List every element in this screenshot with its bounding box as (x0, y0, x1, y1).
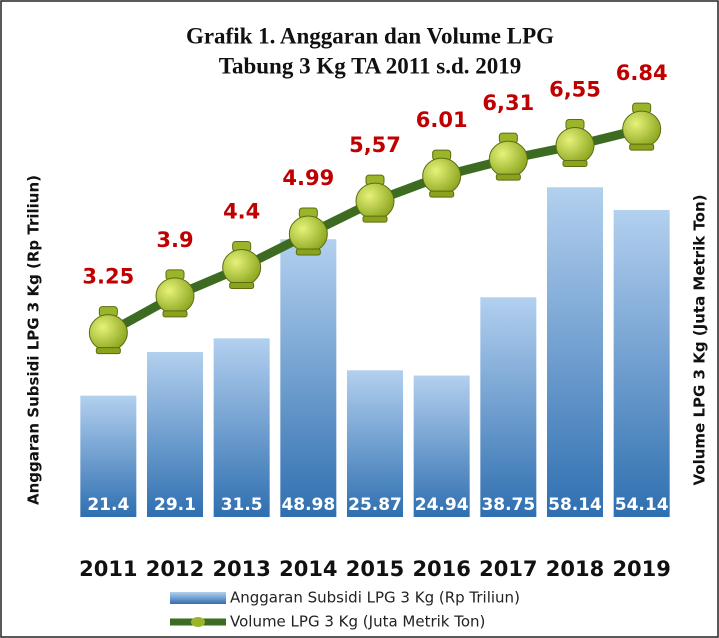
cylinder-body (623, 111, 661, 147)
cylinder-base (163, 311, 187, 317)
x-tick-label: 2011 (79, 557, 137, 581)
cylinder-base (363, 216, 387, 222)
legend-label: Volume LPG 3 Kg (Juta Metrik Ton) (230, 613, 485, 631)
cylinder-base (630, 144, 654, 150)
bar (547, 187, 603, 517)
bar-value-label: 31.5 (221, 495, 263, 515)
cylinder-body (89, 315, 127, 351)
line-value-label: 4.4 (223, 199, 260, 223)
chart-title: Grafik 1. Anggaran dan Volume LPG (186, 23, 554, 48)
line-value-label: 6.01 (416, 108, 468, 132)
legend-label: Anggaran Subsidi LPG 3 Kg (Rp Triliun) (230, 589, 520, 607)
x-tick-label: 2018 (546, 557, 604, 581)
bar-value-label: 29.1 (154, 495, 196, 515)
cylinder-body (423, 158, 461, 194)
line-value-label: 5,57 (349, 133, 401, 157)
bar-value-label: 38.75 (481, 495, 535, 515)
line-value-label: 4.99 (282, 166, 334, 190)
bar (614, 210, 670, 517)
x-tick-label: 2015 (346, 557, 404, 581)
line-value-label: 3.25 (82, 265, 134, 289)
line-value-label: 6,55 (549, 78, 601, 102)
cylinder-body (289, 216, 327, 252)
bar (214, 338, 270, 517)
line-value-label: 6.84 (616, 61, 668, 85)
line-value-label: 3.9 (156, 228, 193, 252)
bar-value-label: 54.14 (615, 495, 669, 515)
bar-value-label: 58.14 (548, 495, 602, 515)
cylinder-base (563, 161, 587, 167)
x-tick-label: 2016 (412, 557, 470, 581)
cylinder-body (489, 141, 527, 177)
cylinder-body (556, 128, 594, 164)
legend-swatch (170, 592, 226, 604)
bar-value-label: 21.4 (87, 495, 129, 515)
bar (480, 297, 536, 517)
cylinder-body (156, 278, 194, 314)
cylinder-base (430, 191, 454, 197)
x-tick-label: 2012 (146, 557, 204, 581)
x-tick-label: 2013 (212, 557, 270, 581)
bar-value-label: 25.87 (348, 495, 402, 515)
y2-axis-title: Volume LPG 3 Kg (Juta Metrik Ton) (691, 195, 709, 486)
bar (147, 352, 203, 517)
cylinder-base (296, 249, 320, 255)
bar (280, 239, 336, 517)
line-value-label: 6,31 (482, 91, 534, 115)
x-tick-label: 2017 (479, 557, 537, 581)
bar-value-label: 48.98 (281, 495, 335, 515)
cylinder-base (230, 282, 254, 288)
y-axis-title: Anggaran Subsidi LPG 3 Kg (Rp Triliun) (25, 175, 43, 505)
cylinder-base (96, 348, 120, 354)
chart-title: Tabung 3 Kg TA 2011 s.d. 2019 (219, 53, 522, 78)
cylinder-body (223, 249, 261, 285)
chart: Grafik 1. Anggaran dan Volume LPG Tabung… (0, 0, 719, 638)
cylinder-body (356, 183, 394, 219)
bar-value-label: 24.94 (415, 495, 469, 515)
x-tick-label: 2014 (279, 557, 337, 581)
cylinder-base (496, 174, 520, 180)
legend-swatch-marker (191, 617, 205, 627)
x-tick-label: 2019 (612, 557, 670, 581)
